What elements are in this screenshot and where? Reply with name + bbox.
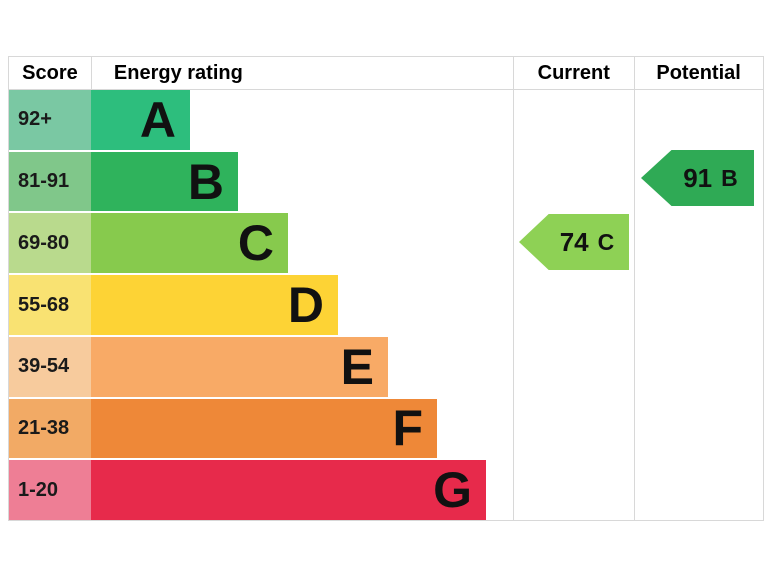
rating-letter-e: E — [340, 338, 374, 395]
potential-column-divider — [634, 57, 635, 520]
header-energy-rating: Energy rating — [113, 61, 243, 84]
current-rating-letter: C — [597, 228, 615, 255]
rating-bands: 92+ A 81-91 B 69-80 C 55-68 D 39-54 E 21… — [9, 90, 763, 521]
rating-bar-e: E — [91, 336, 388, 397]
score-range-b: 81-91 — [9, 151, 91, 212]
band-row-g: 1-20 G — [9, 460, 763, 521]
score-range-a: 92+ — [9, 90, 91, 150]
score-range-e: 39-54 — [9, 336, 91, 397]
potential-score-value: 91 — [683, 162, 713, 193]
header-potential: Potential — [656, 61, 741, 84]
rating-letter-g: G — [433, 462, 472, 519]
current-rating-arrow: 74 C — [519, 214, 629, 270]
rating-bar-d: D — [91, 275, 338, 335]
current-score-value: 74 — [559, 226, 589, 257]
potential-rating-letter: B — [721, 164, 738, 191]
rating-bar-g: G — [91, 460, 486, 521]
rating-letter-b: B — [187, 153, 224, 210]
band-row-a: 92+ A — [9, 90, 763, 150]
band-row-e: 39-54 E — [9, 336, 763, 397]
current-column-divider — [513, 57, 514, 520]
rating-letter-a: A — [139, 91, 176, 148]
band-row-b: 81-91 B — [9, 151, 763, 212]
rating-letter-d: D — [287, 277, 324, 334]
score-range-g: 1-20 — [9, 460, 91, 521]
rating-bar-f: F — [91, 398, 437, 459]
header-current: Current — [537, 61, 610, 84]
score-range-d: 55-68 — [9, 275, 91, 335]
band-row-c: 69-80 C — [9, 213, 763, 274]
chart-header-row: Score Energy rating Current Potential — [9, 57, 763, 90]
score-range-f: 21-38 — [9, 398, 91, 459]
band-row-d: 55-68 D — [9, 275, 763, 335]
score-range-c: 69-80 — [9, 213, 91, 274]
rating-letter-f: F — [392, 400, 423, 457]
band-row-f: 21-38 F — [9, 398, 763, 459]
header-score: Score — [9, 57, 92, 89]
rating-letter-c: C — [237, 215, 274, 272]
rating-bar-a: A — [91, 90, 190, 150]
rating-bar-c: C — [91, 213, 288, 274]
rating-bar-b: B — [91, 151, 238, 212]
potential-rating-arrow: 91 B — [641, 150, 754, 206]
epc-rating-chart: Score Energy rating Current Potential 92… — [8, 56, 764, 521]
